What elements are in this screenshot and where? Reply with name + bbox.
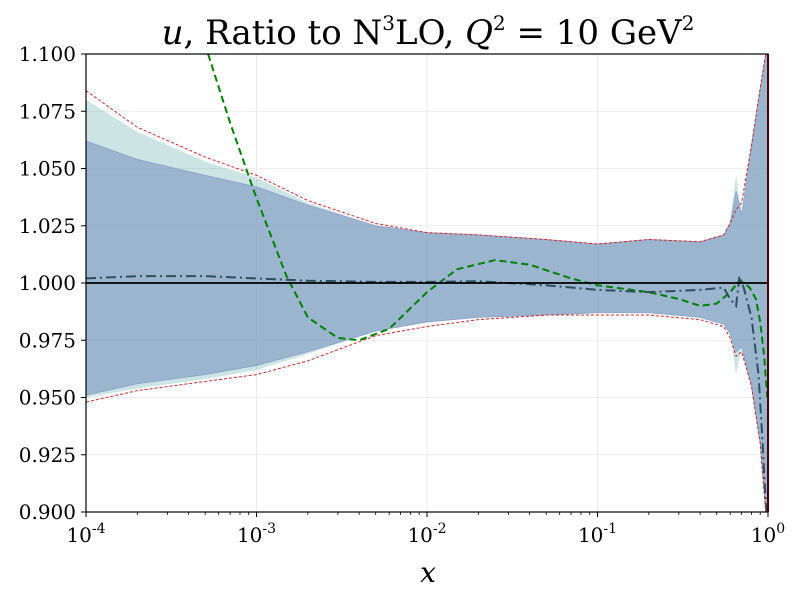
x-tick-exp-3: -1 — [603, 521, 617, 537]
y-tick-label-2: 0.950 — [19, 386, 76, 410]
x-tick-base-3: 10 — [578, 523, 603, 547]
y-tick-label-7: 1.075 — [19, 99, 76, 123]
lines — [86, 54, 768, 512]
x-tick-exp-1: -3 — [262, 521, 276, 537]
y-tick-label-0: 0.900 — [19, 500, 76, 524]
x-tick-label-4: 100 — [751, 521, 785, 547]
red-dashed-lower-line — [86, 314, 768, 512]
y-tick-label-6: 1.050 — [19, 157, 76, 181]
x-tick-base-1: 10 — [237, 523, 262, 547]
y-tick-label-5: 1.025 — [19, 214, 76, 238]
dash-dot-line — [86, 275, 768, 512]
x-tick-exp-2: -2 — [433, 521, 447, 537]
green-dashed-line — [207, 54, 768, 398]
x-tick-exp-4: 0 — [776, 521, 785, 537]
ticks: 0.900 0.925 0.950 0.975 1.000 1.025 1.050 1.075… — [19, 42, 785, 547]
y-tick-label-1: 0.925 — [19, 443, 76, 467]
title-q: Q — [465, 13, 493, 53]
chart-title: u, Ratio to N3LO, Q2 = 10 GeV2 — [162, 11, 695, 53]
y-tick-label-4: 1.000 — [19, 271, 76, 295]
x-tick-label-1: 10-3 — [237, 521, 276, 547]
title-exp3: 3 — [382, 11, 395, 35]
y-tick-label-8: 1.100 — [19, 42, 76, 66]
title-eq: = 10 GeV — [506, 13, 683, 53]
red-dashed-upper-line — [86, 54, 768, 245]
title-exp2: 2 — [493, 11, 506, 35]
x-tick-label-0: 10-4 — [66, 521, 105, 547]
y-tick-label-3: 0.975 — [19, 328, 76, 352]
x-tick-exp-0: -4 — [92, 521, 106, 537]
x-tick-base-4: 10 — [751, 523, 776, 547]
x-tick-label-2: 10-2 — [407, 521, 446, 547]
title-exp2b: 2 — [682, 11, 695, 35]
x-tick-base-2: 10 — [407, 523, 432, 547]
x-axis-label: x — [420, 556, 436, 589]
title-lo: LO, — [395, 13, 465, 53]
x-tick-label-3: 10-1 — [578, 521, 617, 547]
title-mid: , Ratio to N — [183, 13, 382, 53]
x-tick-base-0: 10 — [66, 523, 91, 547]
title-variable: u — [162, 13, 184, 53]
